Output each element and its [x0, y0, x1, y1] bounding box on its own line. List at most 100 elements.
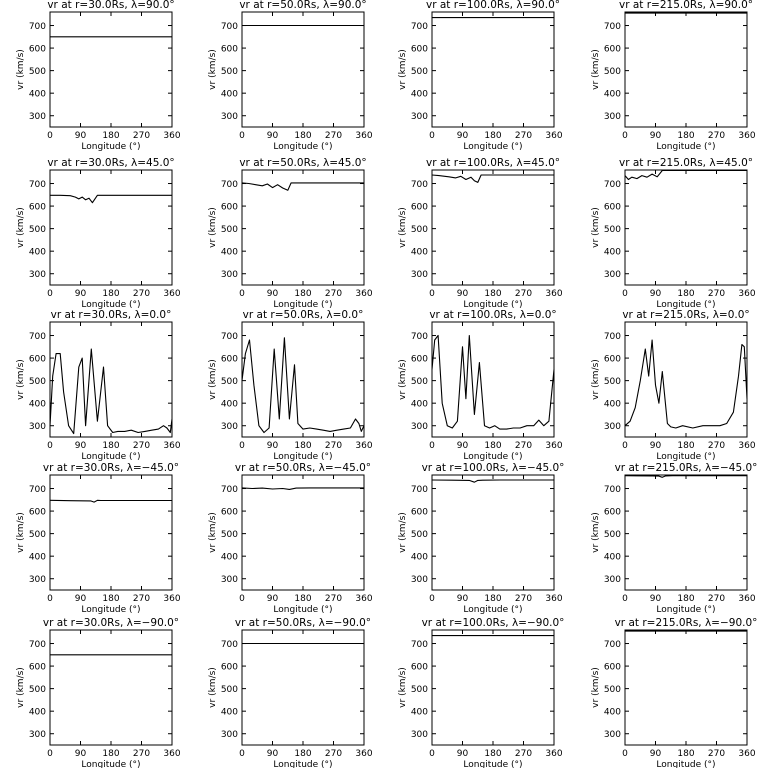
- y-tick-label: 700: [411, 180, 428, 190]
- x-tick-label: 90: [650, 594, 662, 604]
- x-tick-label: 270: [708, 594, 725, 604]
- x-axis-label: Longitude (°): [273, 452, 332, 462]
- x-tick-label: 360: [163, 289, 180, 299]
- y-tick-label: 500: [221, 377, 238, 387]
- x-tick-label: 180: [294, 289, 311, 299]
- chart-title: vr at r=215.0Rs, λ=0.0°: [622, 309, 749, 321]
- x-tick-label: 0: [47, 131, 53, 141]
- x-tick-label: 0: [622, 289, 628, 299]
- chart-title: vr at r=30.0Rs, λ=90.0°: [47, 0, 174, 11]
- x-tick-label: 0: [239, 131, 245, 141]
- y-tick-label: 300: [411, 112, 428, 122]
- x-tick-label: 180: [484, 594, 501, 604]
- y-tick-label: 600: [411, 203, 428, 213]
- y-tick-label: 300: [221, 575, 238, 585]
- y-tick-label: 400: [411, 248, 428, 258]
- chart-title: vr at r=30.0Rs, λ=−90.0°: [43, 617, 179, 629]
- y-tick-label: 400: [604, 90, 621, 100]
- y-axis-label: vr (km/s): [591, 667, 601, 708]
- y-tick-label: 300: [29, 730, 46, 740]
- y-tick-label: 700: [604, 22, 621, 32]
- x-tick-label: 180: [484, 749, 501, 759]
- x-tick-label: 360: [163, 749, 180, 759]
- y-tick-label: 300: [221, 730, 238, 740]
- y-tick-label: 600: [29, 663, 46, 673]
- y-tick-label: 300: [29, 422, 46, 432]
- x-tick-label: 90: [75, 131, 87, 141]
- y-axis-label: vr (km/s): [208, 359, 218, 400]
- chart-title: vr at r=215.0Rs, λ=−90.0°: [615, 617, 758, 629]
- x-tick-label: 270: [708, 289, 725, 299]
- y-axis-label: vr (km/s): [208, 49, 218, 90]
- x-tick-label: 180: [677, 131, 694, 141]
- y-tick-label: 700: [221, 22, 238, 32]
- y-tick-label: 300: [221, 422, 238, 432]
- x-tick-label: 0: [239, 749, 245, 759]
- y-axis-label: vr (km/s): [16, 512, 26, 553]
- x-tick-label: 180: [102, 441, 119, 451]
- y-axis-label: vr (km/s): [591, 512, 601, 553]
- y-tick-label: 500: [604, 530, 621, 540]
- y-axis-label: vr (km/s): [16, 49, 26, 90]
- y-tick-label: 400: [29, 553, 46, 563]
- chart-title: vr at r=50.0Rs, λ=−90.0°: [235, 617, 371, 629]
- y-tick-label: 400: [29, 90, 46, 100]
- x-tick-label: 360: [163, 441, 180, 451]
- x-tick-label: 360: [738, 131, 755, 141]
- y-tick-label: 400: [29, 400, 46, 410]
- x-axis-label: Longitude (°): [656, 605, 715, 615]
- x-tick-label: 0: [47, 749, 53, 759]
- chart-title: vr at r=100.0Rs, λ=45.0°: [426, 157, 560, 169]
- data-line: [49, 348, 173, 435]
- y-axis-label: vr (km/s): [16, 207, 26, 248]
- chart-title: vr at r=50.0Rs, λ=−45.0°: [235, 462, 371, 474]
- x-tick-label: 180: [102, 289, 119, 299]
- data-line: [49, 499, 172, 503]
- y-tick-label: 600: [604, 45, 621, 55]
- y-tick-label: 500: [604, 685, 621, 695]
- y-axis-label: vr (km/s): [398, 359, 408, 400]
- y-tick-label: 700: [411, 485, 428, 495]
- y-tick-label: 700: [604, 180, 621, 190]
- y-tick-label: 500: [29, 67, 46, 77]
- x-tick-label: 0: [429, 441, 435, 451]
- x-tick-label: 270: [133, 289, 150, 299]
- x-tick-label: 360: [163, 131, 180, 141]
- y-tick-label: 500: [221, 67, 238, 77]
- x-tick-label: 270: [325, 594, 342, 604]
- x-tick-label: 360: [545, 131, 562, 141]
- x-tick-label: 90: [457, 594, 469, 604]
- y-axis-label: vr (km/s): [591, 49, 601, 90]
- chart-title: vr at r=30.0Rs, λ=0.0°: [51, 309, 172, 321]
- x-axis-label: Longitude (°): [656, 142, 715, 152]
- y-tick-label: 700: [221, 485, 238, 495]
- y-axis-label: vr (km/s): [398, 49, 408, 90]
- data-line: [241, 487, 364, 490]
- x-tick-label: 0: [429, 749, 435, 759]
- y-tick-label: 600: [221, 45, 238, 55]
- y-tick-label: 700: [29, 640, 46, 650]
- chart-title: vr at r=215.0Rs, λ=45.0°: [619, 157, 753, 169]
- y-tick-label: 500: [604, 67, 621, 77]
- x-tick-label: 270: [515, 441, 532, 451]
- x-tick-label: 270: [515, 749, 532, 759]
- x-tick-label: 180: [294, 594, 311, 604]
- x-tick-label: 180: [102, 131, 119, 141]
- x-tick-label: 0: [622, 594, 628, 604]
- x-tick-label: 360: [545, 441, 562, 451]
- x-tick-label: 0: [429, 594, 435, 604]
- x-axis-label: Longitude (°): [81, 452, 140, 462]
- x-tick-label: 270: [133, 749, 150, 759]
- y-tick-label: 600: [221, 663, 238, 673]
- x-axis-label: Longitude (°): [273, 300, 332, 310]
- y-tick-label: 400: [221, 400, 238, 410]
- chart-title: vr at r=100.0Rs, λ=−90.0°: [422, 617, 565, 629]
- y-tick-label: 300: [604, 575, 621, 585]
- data-line: [624, 339, 748, 429]
